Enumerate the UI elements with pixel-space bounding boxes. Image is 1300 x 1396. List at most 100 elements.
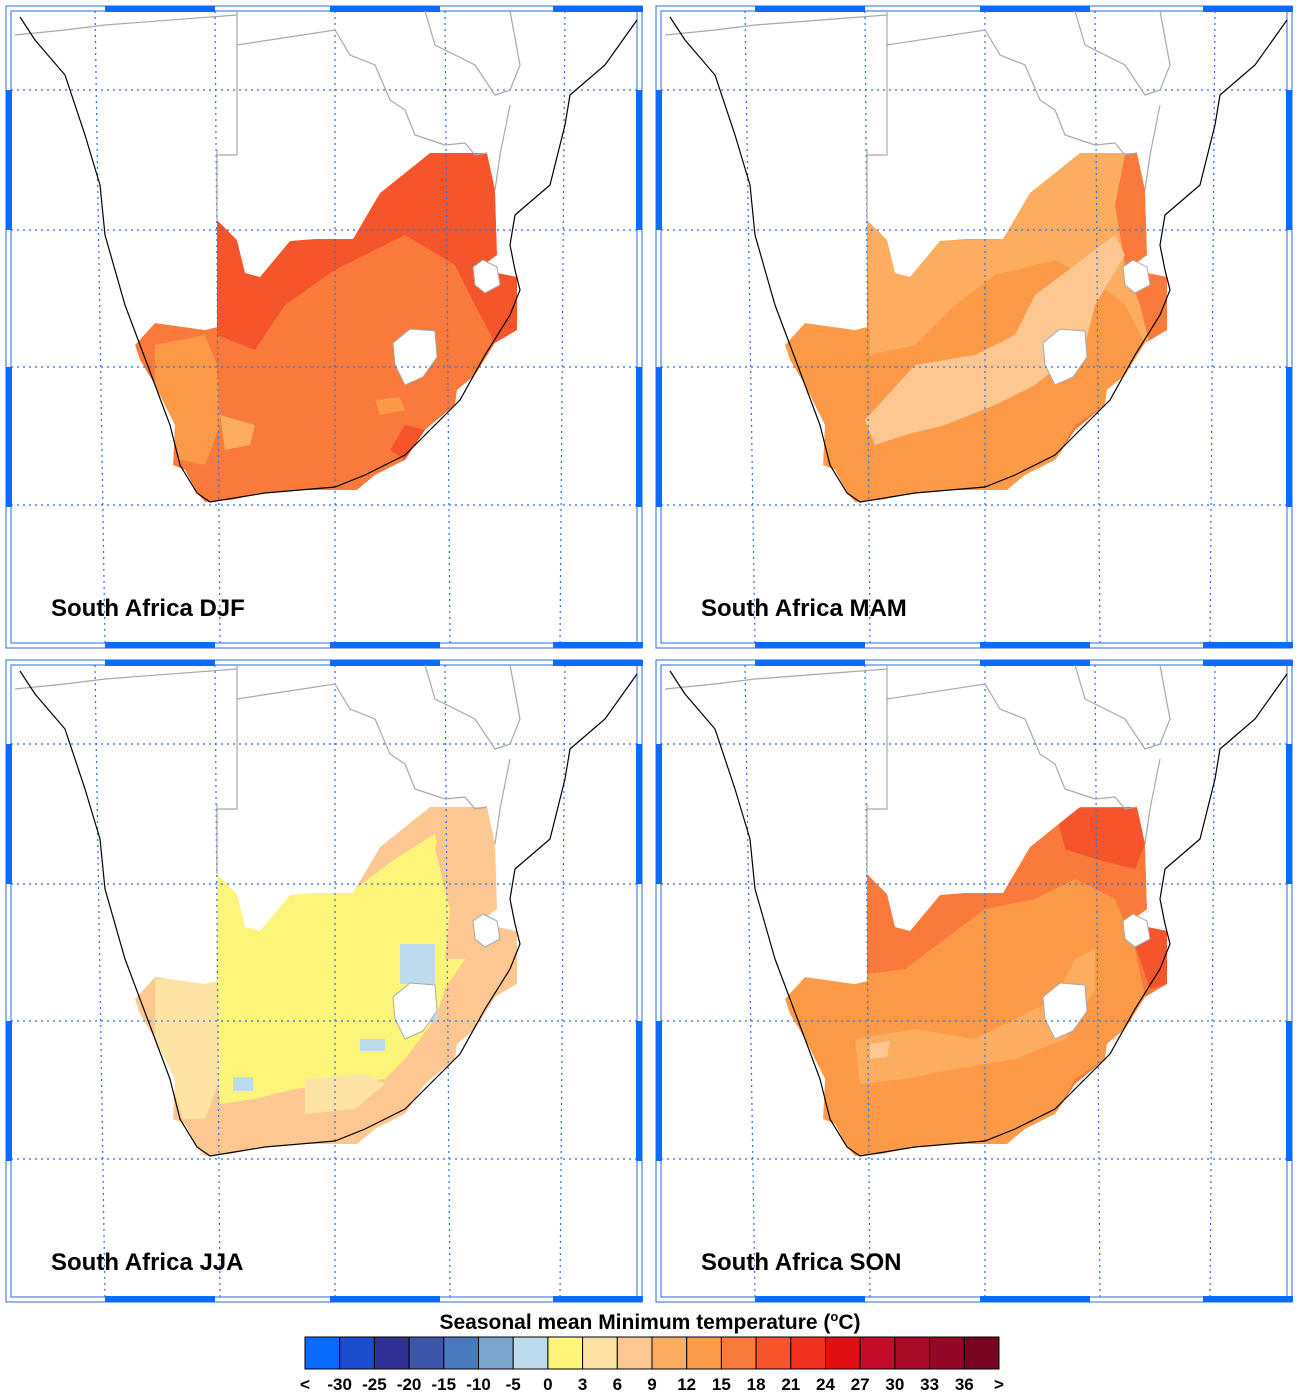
- frame-tick-bar: [755, 6, 865, 12]
- frame-tick-bar: [980, 1296, 1090, 1302]
- color-legend-bar: [304, 1336, 1000, 1370]
- lesotho-mask: [1042, 328, 1088, 386]
- map-mam: [655, 5, 1293, 649]
- legend-swatch: [755, 1336, 792, 1370]
- frame-tick-bar: [980, 660, 1090, 666]
- lesotho-mask: [392, 982, 438, 1040]
- legend-tick-label: 36: [954, 1375, 974, 1394]
- border-line: [1144, 104, 1161, 191]
- legend-tick-label: 12: [677, 1375, 697, 1394]
- inner-frame: [10, 10, 638, 644]
- legend-swatch: [790, 1336, 826, 1370]
- frame-tick-bar: [1203, 642, 1293, 648]
- legend-swatch: [339, 1336, 375, 1370]
- coastline: [19, 670, 638, 1157]
- legend-tick-label: 24: [816, 1375, 835, 1394]
- frame-tick-bar: [553, 1296, 643, 1302]
- map-panel-son: South Africa SON: [655, 659, 1293, 1303]
- legend-tick-label: >: [994, 1375, 1004, 1394]
- temperature-zone: [855, 949, 1095, 1084]
- legend-swatch: [720, 1336, 757, 1370]
- legend-swatch: [373, 1336, 410, 1370]
- frame-tick-bar: [330, 1296, 440, 1302]
- legend-tick-label: -20: [396, 1375, 422, 1394]
- border-line: [886, 665, 1138, 810]
- graticule: [11, 664, 637, 1298]
- border-line: [424, 664, 521, 750]
- frame-tick-bar: [330, 660, 440, 666]
- temperature-zone: [305, 1074, 385, 1114]
- frame-tick-bar: [1286, 90, 1292, 230]
- frame-tick-bar: [636, 1021, 642, 1161]
- frame-tick-bar: [553, 6, 643, 12]
- border-line: [866, 45, 888, 220]
- legend-swatch: [478, 1336, 514, 1370]
- graticule: [11, 10, 637, 644]
- temperature-zone: [805, 335, 867, 425]
- frame-tick-bar: [636, 90, 642, 230]
- legend-swatch: [894, 1336, 931, 1370]
- frame-tick-bar: [330, 642, 440, 648]
- lesotho-mask: [392, 328, 438, 386]
- frame-tick-bar: [105, 1296, 215, 1302]
- legend-swatch: [859, 1336, 896, 1370]
- frame-tick-bar: [656, 367, 662, 507]
- temperature-zone: [155, 979, 220, 1119]
- legend-swatch: [929, 1336, 965, 1370]
- frame-tick-bar: [105, 660, 215, 666]
- frame-tick-bar: [656, 90, 662, 230]
- legend-title: Seasonal mean Minimum temperature (oC): [0, 1309, 1300, 1335]
- frame-tick-bar: [636, 367, 642, 507]
- border-line: [494, 104, 511, 191]
- coastline: [669, 670, 1288, 1157]
- frame-tick-bar: [755, 660, 865, 666]
- legend-swatch: [512, 1336, 549, 1370]
- legend-unit-tail: C): [838, 1311, 861, 1334]
- frame-tick-bar: [330, 6, 440, 12]
- legend-swatch: [582, 1336, 618, 1370]
- border-line: [664, 668, 888, 690]
- border-line: [216, 45, 238, 220]
- border-line: [886, 11, 1138, 156]
- map-jja: [5, 659, 643, 1303]
- frame-tick-bar: [6, 1021, 12, 1161]
- panel-title: South Africa MAM: [701, 595, 907, 622]
- coastline: [669, 16, 1288, 503]
- frame-tick-bar: [553, 642, 643, 648]
- frame-tick-bar: [755, 1296, 865, 1302]
- legend-tick-label: -10: [466, 1375, 491, 1394]
- eswatini-mask: [472, 259, 501, 294]
- eswatini-mask: [1122, 259, 1151, 294]
- frame-tick-bar: [553, 660, 643, 666]
- temperature-field: [785, 807, 1167, 1156]
- frame-tick-bar: [656, 744, 662, 884]
- legend-swatch: [443, 1336, 479, 1370]
- border-line: [866, 699, 888, 874]
- panel-title: South Africa SON: [701, 1249, 902, 1276]
- frame-tick-bar: [105, 642, 215, 648]
- border-line: [664, 14, 888, 36]
- temperature-zone: [233, 1077, 253, 1091]
- legend-tick-label: <: [300, 1375, 310, 1394]
- temperature-zone: [390, 425, 425, 460]
- temperature-zone: [435, 807, 497, 959]
- border-line: [494, 758, 511, 845]
- border-line: [14, 668, 238, 690]
- legend-tick-label: -15: [431, 1375, 457, 1394]
- legend-tick-label: 30: [885, 1375, 905, 1394]
- border-line: [424, 10, 521, 96]
- border-line: [14, 14, 238, 36]
- border-line: [216, 699, 238, 874]
- frame-tick-bar: [656, 1021, 662, 1161]
- frame-tick-bar: [1203, 6, 1293, 12]
- legend-unit-degree: o: [830, 1309, 839, 1324]
- border-line: [236, 665, 488, 810]
- border-line: [1074, 664, 1171, 750]
- temperature-field: [135, 807, 517, 1156]
- eswatini-mask: [1122, 913, 1151, 948]
- temperature-zone: [870, 1041, 890, 1059]
- legend-swatch: [963, 1336, 1000, 1370]
- eswatini-mask: [472, 913, 501, 948]
- temperature-zone: [867, 153, 1167, 355]
- legend-tick-label: -5: [505, 1375, 521, 1394]
